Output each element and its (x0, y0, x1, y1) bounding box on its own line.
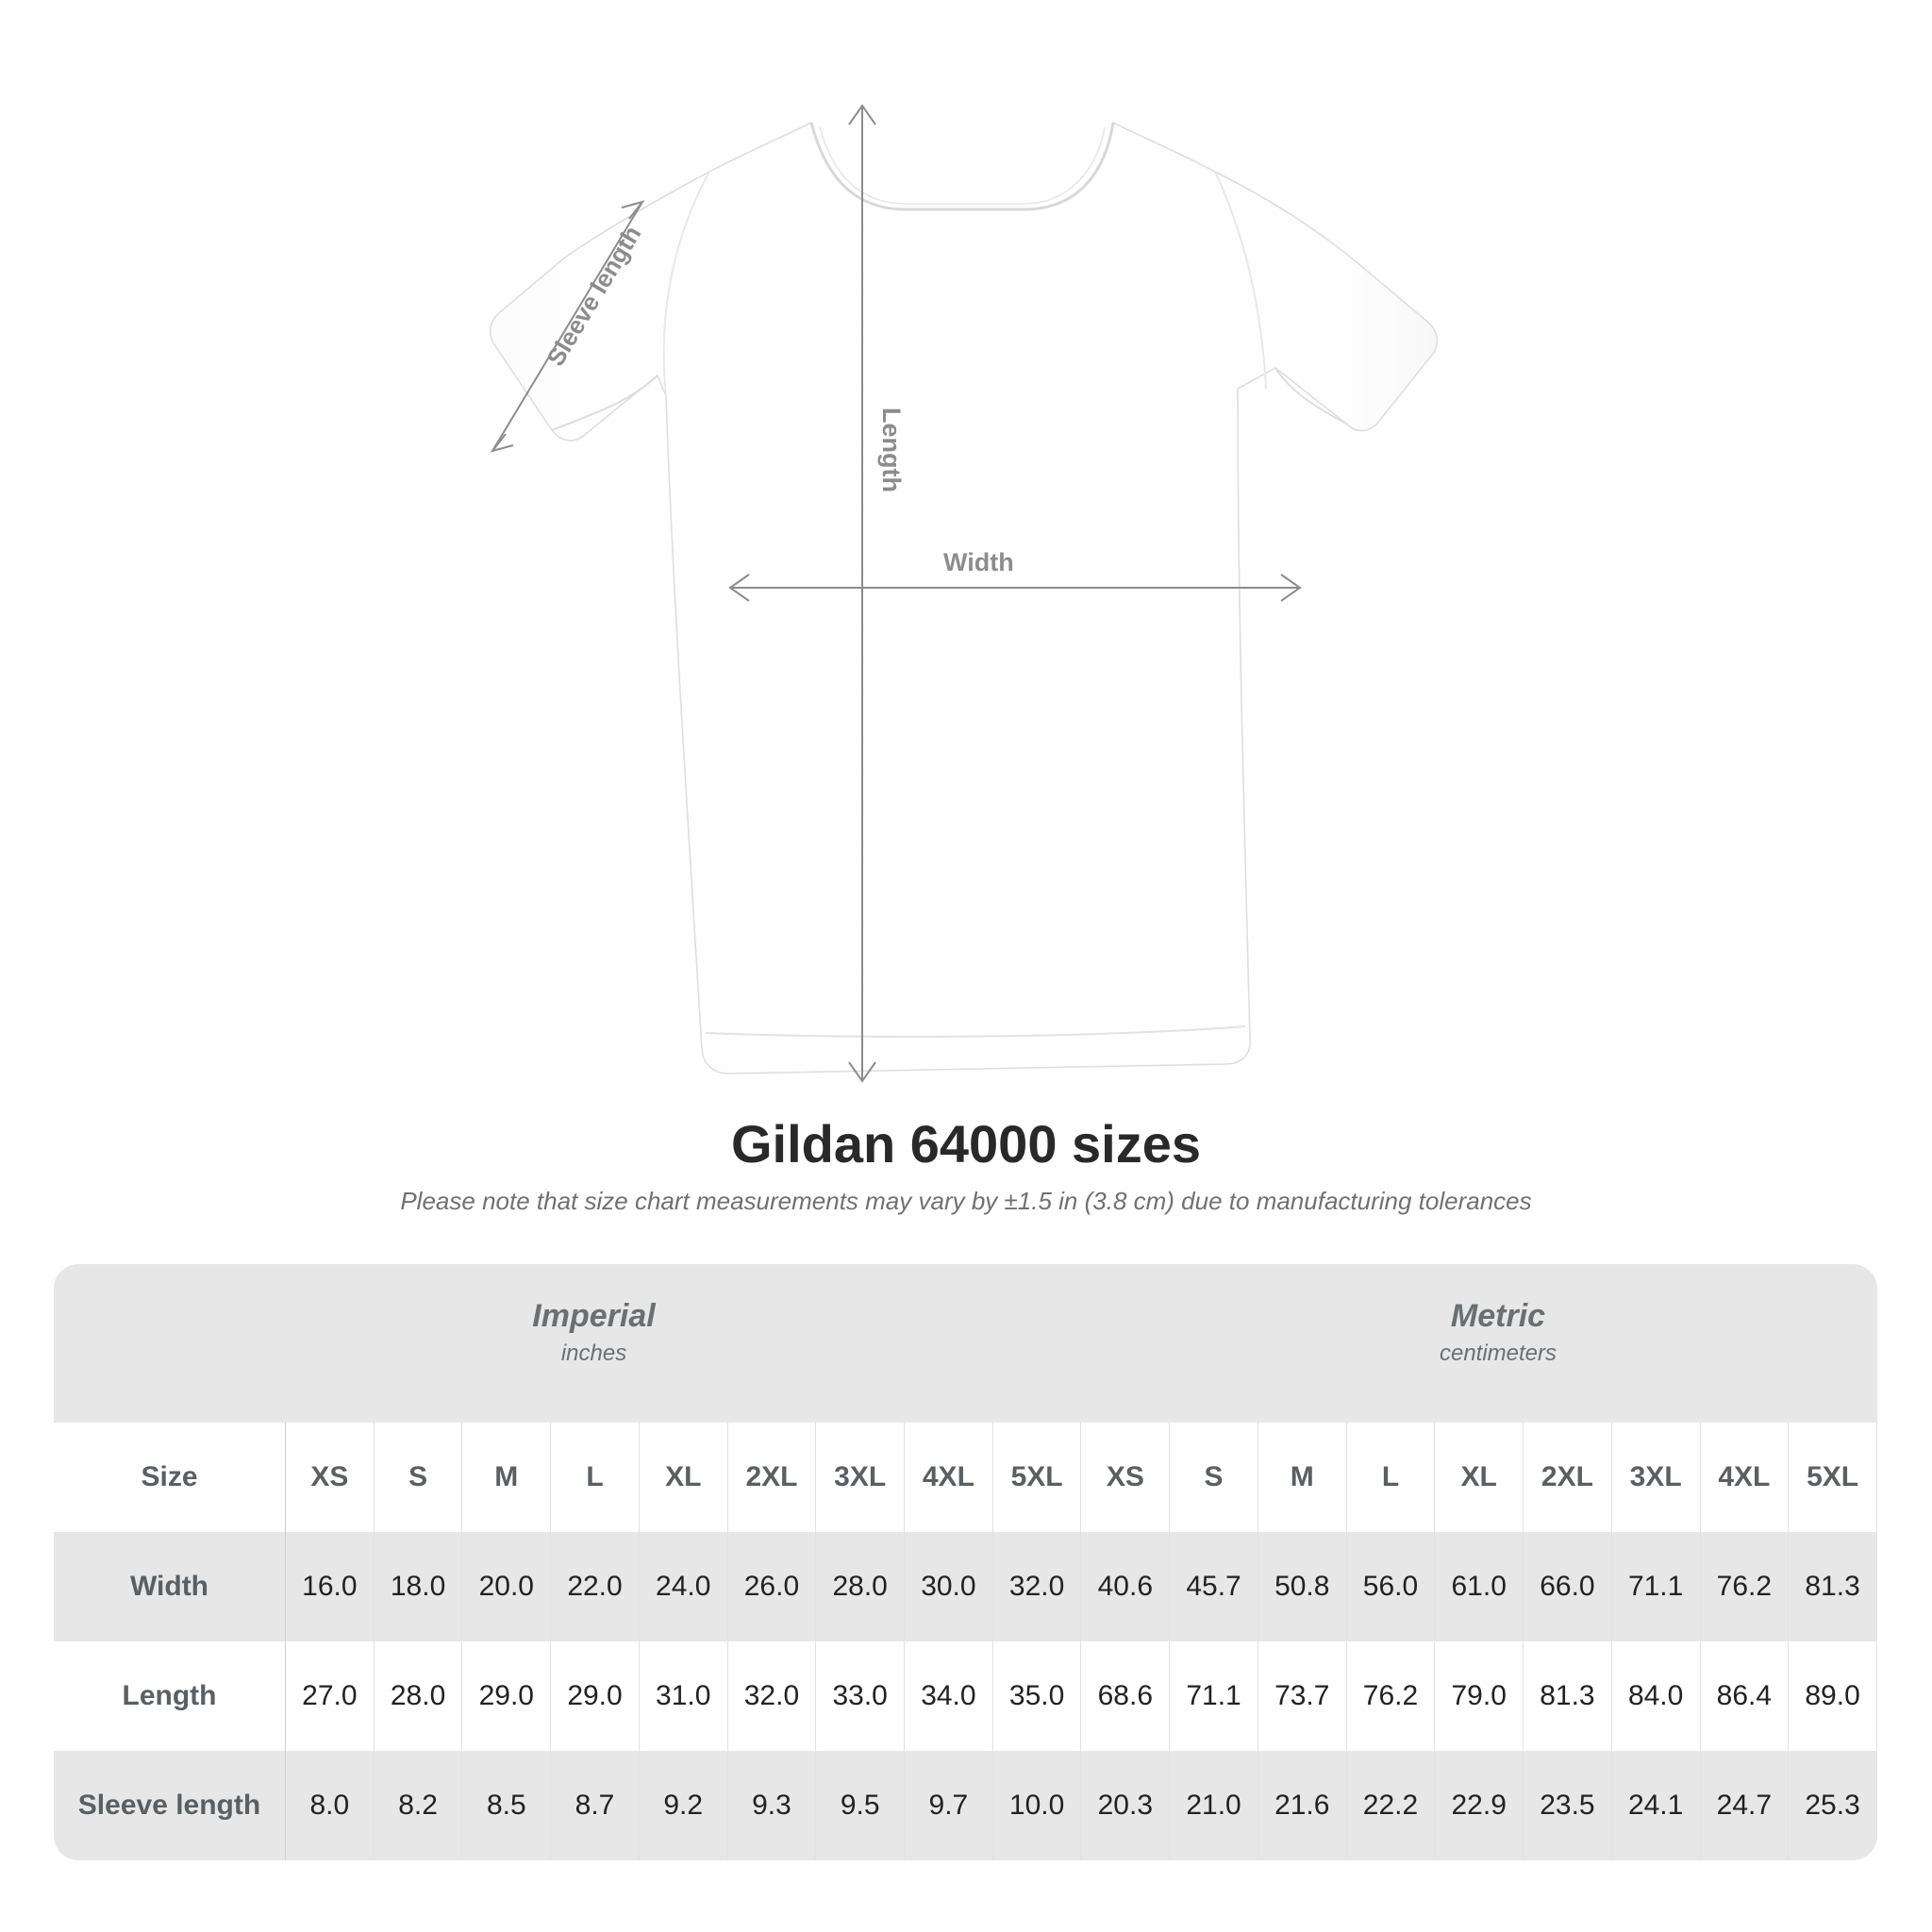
svg-text:Width: Width (943, 548, 1014, 576)
svg-text:Length: Length (877, 408, 906, 492)
